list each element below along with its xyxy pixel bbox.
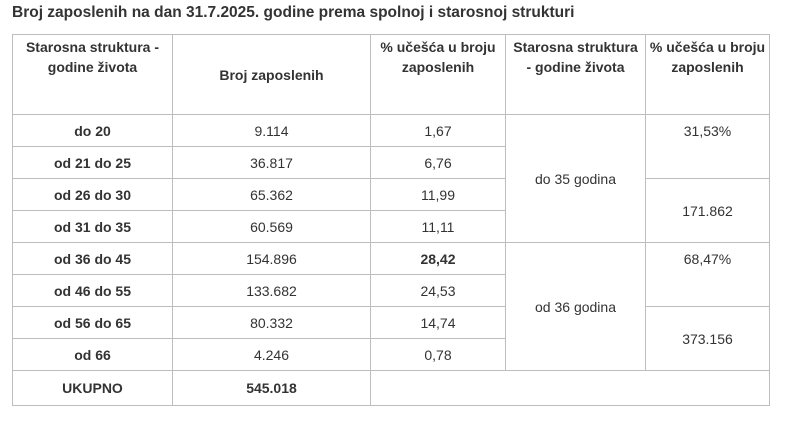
- count-cell: 154.896: [172, 242, 371, 275]
- table-row: od 46 do 55 133.682 24,53: [12, 274, 770, 307]
- percent-cell: 11,99: [370, 178, 506, 211]
- group-count-cell: 171.862: [645, 178, 770, 243]
- table-row: do 20 9.114 1,67 do 35 godina 31,53%: [12, 114, 770, 243]
- percent-cell: 24,53: [370, 274, 506, 307]
- percent-cell: 1,67: [370, 114, 506, 147]
- count-cell: 9.114: [172, 114, 371, 147]
- table-row: od 56 do 65 80.332 14,74 373.156: [12, 306, 770, 371]
- count-cell: 4.246: [172, 338, 371, 371]
- count-cell: 60.569: [172, 210, 371, 243]
- group-share-cell: 68,47%: [645, 242, 770, 307]
- count-cell: 80.332: [172, 306, 371, 339]
- group-share-cell: 31,53%: [645, 114, 770, 179]
- age-cell: od 31 do 35: [12, 210, 173, 243]
- percent-cell: 28,42: [370, 242, 506, 275]
- percent-cell: 14,74: [370, 306, 506, 339]
- table-row: od 31 do 35 60.569 11,11: [12, 210, 770, 243]
- group-cell: do 35 godina: [505, 114, 646, 243]
- age-cell: od 66: [12, 338, 173, 371]
- header-cell: Broj zaposlenih: [172, 34, 371, 115]
- empty-cell: [370, 370, 770, 406]
- total-count: 545.018: [172, 370, 371, 406]
- percent-cell: 6,76: [370, 146, 506, 179]
- header-cell: Starosna struktura - godine života: [12, 34, 173, 115]
- total-label: UKUPNO: [12, 370, 173, 406]
- age-cell: od 21 do 25: [12, 146, 173, 179]
- header-cell: % učešća u broju zaposlenih: [370, 34, 506, 115]
- age-cell: od 56 do 65: [12, 306, 173, 339]
- total-row: UKUPNO 545.018: [12, 370, 770, 406]
- table-row: od 21 do 25 36.817 6,76: [12, 146, 770, 179]
- table-row: od 26 do 30 65.362 11,99 171.862: [12, 178, 770, 243]
- employment-table: Starosna struktura - godine života Broj …: [12, 34, 770, 406]
- age-cell: od 26 do 30: [12, 178, 173, 211]
- percent-cell: 0,78: [370, 338, 506, 371]
- percent-cell: 11,11: [370, 210, 506, 243]
- header-cell: Starosna struktura - godine života: [505, 34, 646, 115]
- title: Broj zaposlenih na dan 31.7.2025. godine…: [12, 4, 575, 21]
- count-cell: 36.817: [172, 146, 371, 179]
- header-row: Starosna struktura - godine života Broj …: [12, 34, 770, 115]
- count-cell: 65.362: [172, 178, 371, 211]
- table-row: od 66 4.246 0,78: [12, 338, 770, 371]
- table-row: od 36 do 45 154.896 28,42 od 36 godina 68,47…: [12, 242, 770, 371]
- table-body: do 20 9.114 1,67 do 35 godina 31,53% od 21 do…: [12, 114, 770, 406]
- age-cell: do 20: [12, 114, 173, 147]
- age-cell: od 36 do 45: [12, 242, 173, 275]
- count-cell: 133.682: [172, 274, 371, 307]
- group-count-cell: 373.156: [645, 306, 770, 371]
- age-cell: od 46 do 55: [12, 274, 173, 307]
- header-cell: % učešća u broju zaposlenih: [645, 34, 770, 115]
- group-cell: od 36 godina: [505, 242, 646, 371]
